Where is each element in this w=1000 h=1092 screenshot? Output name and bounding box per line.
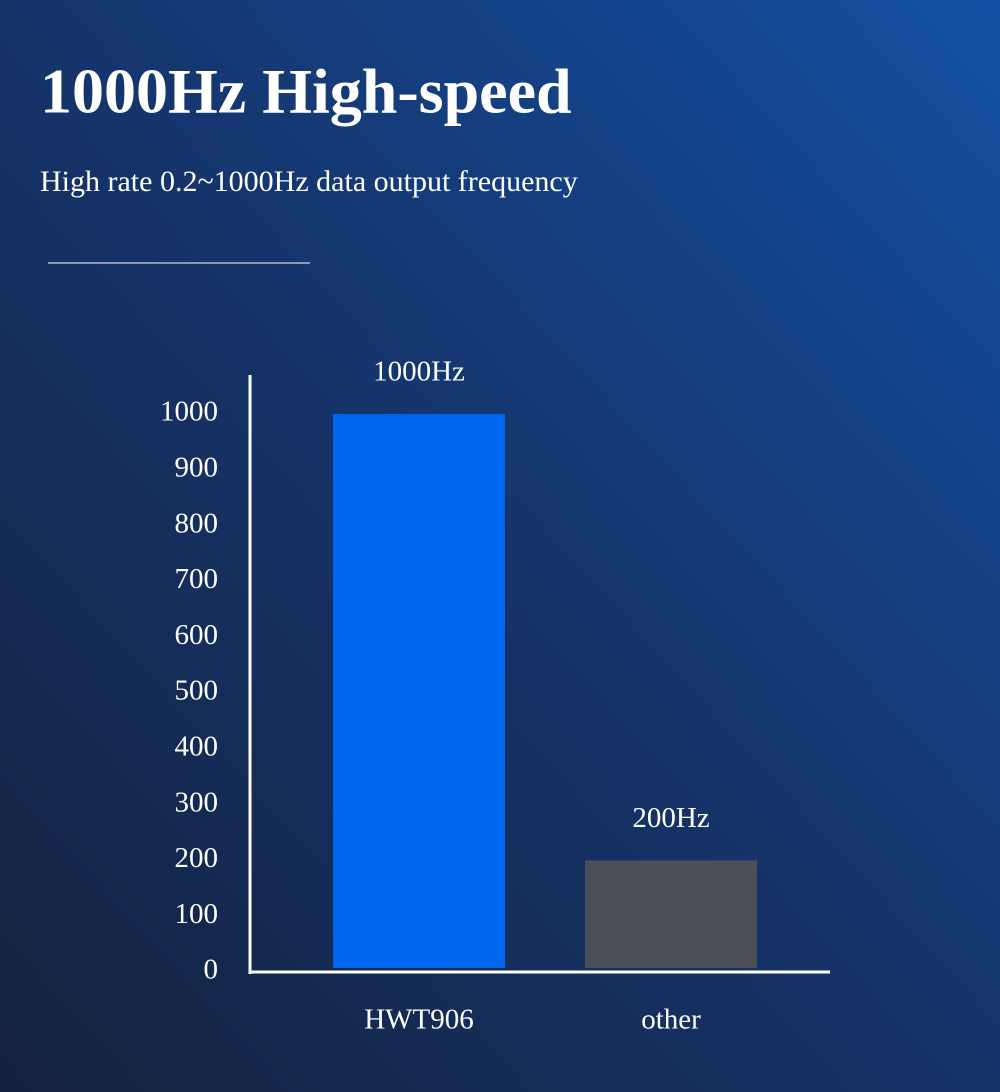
y-tick-label: 900 <box>175 452 219 484</box>
y-tick-label: 0 <box>204 954 219 986</box>
bar <box>585 860 757 968</box>
chart-title: 1000Hz High-speed <box>40 56 572 127</box>
chart-subtitle: High rate 0.2~1000Hz data output frequen… <box>40 165 578 198</box>
y-tick-label: 700 <box>175 563 219 595</box>
value-label: 1000Hz <box>373 356 465 388</box>
value-label: 200Hz <box>632 802 709 834</box>
y-tick-label: 300 <box>175 786 219 818</box>
y-tick-label: 800 <box>175 507 219 539</box>
y-tick-label: 200 <box>175 842 219 874</box>
y-tick-label: 1000 <box>160 396 218 428</box>
bar <box>333 414 505 969</box>
y-tick-label: 500 <box>175 675 219 707</box>
x-tick-label: HWT906 <box>364 1004 474 1036</box>
x-tick-label: other <box>641 1004 701 1036</box>
y-tick-label: 600 <box>175 619 219 651</box>
y-tick-label: 400 <box>175 730 219 762</box>
y-tick-label: 100 <box>175 898 219 930</box>
